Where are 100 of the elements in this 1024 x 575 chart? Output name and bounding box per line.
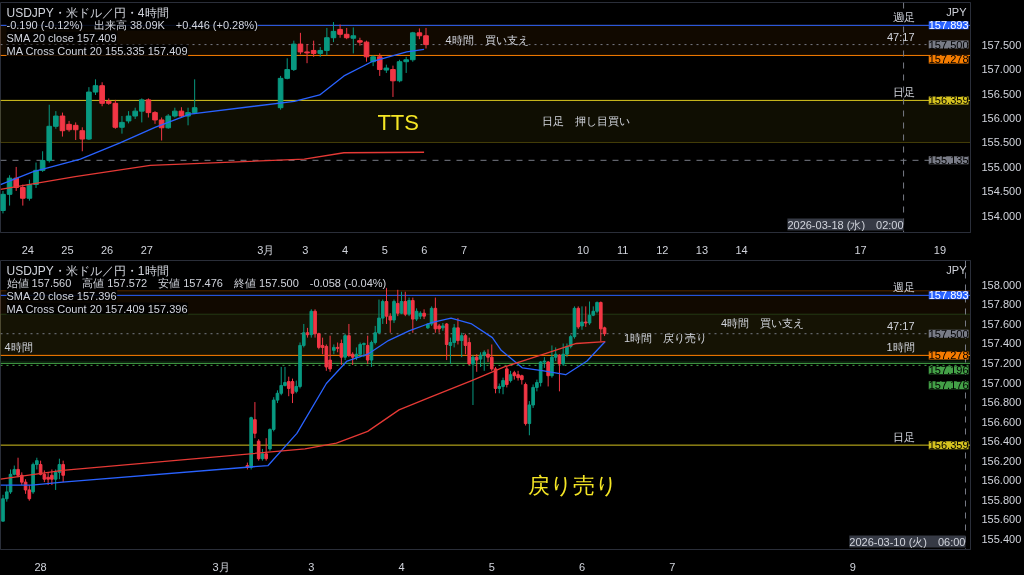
y-tick-label: 156.400 (981, 435, 1022, 448)
x-tick-label: 28 (34, 560, 47, 573)
annotation: 戻り売り (527, 473, 618, 499)
annotation: 日足 (892, 431, 915, 444)
candlestick (395, 289, 400, 317)
x-tick-label: 4 (398, 560, 405, 573)
candlestick (441, 322, 445, 332)
y-axis-title: JPY (946, 5, 968, 18)
x-tick-label: 5 (488, 560, 495, 573)
x-tick-label: 3 (308, 560, 315, 573)
y-tick-label: 155.800 (981, 493, 1022, 506)
candlestick (546, 360, 550, 387)
annotation: 1時間 (886, 341, 915, 354)
candlestick (407, 297, 411, 317)
y-tick-label: 157.200 (981, 357, 1022, 370)
text: 始値 157.560 高値 157.572 安値 157.476 終値 157.500 -0.058 (-0.04%) (6, 276, 387, 289)
x-tick-label: 3月 (257, 243, 275, 256)
x-tick-label: 7 (460, 243, 468, 256)
y-tick-label: 156.800 (981, 396, 1022, 409)
x-tick-label: 4 (341, 243, 349, 256)
ref-line-label: 2026-03-10 (火) 06:00 (849, 535, 966, 548)
annotation: SMA 20 close 157.396 (6, 289, 117, 302)
x-tick-label: 25 (61, 243, 74, 256)
x-tick-label: 3月 (212, 560, 230, 573)
ref-line-label: 157.893 (928, 19, 969, 32)
candlestick (501, 377, 505, 395)
annotation: 47:17 (886, 30, 915, 43)
x-tick-label: 17 (854, 243, 867, 256)
annotation: 週足 (892, 281, 915, 294)
candlestick (46, 471, 50, 486)
y-axis-title: JPY (946, 263, 968, 276)
candlestick (253, 401, 257, 439)
band-label: 4時間 買い支え (445, 34, 529, 47)
line-series (0, 151, 425, 191)
candlestick (411, 297, 415, 334)
candlestick (61, 460, 65, 483)
candlestick (350, 26, 357, 54)
x-tick-label: 13 (695, 243, 709, 256)
text: -0.190 (-0.12%) 出来高 38.09K +0.446 (+0.28%) (6, 18, 258, 31)
candlestick (471, 354, 475, 406)
y-tick-label: 157.800 (981, 298, 1022, 311)
y-tick-label: 154.500 (981, 185, 1022, 198)
candlestick (422, 308, 426, 320)
annotation: 47:17 (886, 319, 915, 332)
x-tick-label: 9 (849, 560, 856, 573)
candlestick (343, 333, 347, 361)
y-tick-label: 156.000 (981, 474, 1022, 487)
ref-line-label: 157.278 (928, 53, 969, 66)
band-label: 日足 押し目買い (542, 115, 631, 128)
x-tick-label: 27 (140, 243, 153, 256)
annotation: 日足 (892, 86, 915, 99)
chart-title: USDJPY・米ドル／円・1時間 (6, 263, 169, 278)
x-tick-label: 12 (656, 243, 669, 256)
candlestick (390, 65, 396, 98)
y-tick-label: 155.600 (981, 513, 1022, 526)
ref-line-label: 157.500 (928, 38, 969, 51)
candlestick (433, 297, 438, 334)
y-tick-label: 157.000 (981, 63, 1022, 76)
ref-line-label: 157.196 (928, 364, 969, 377)
x-tick-label: 24 (21, 243, 34, 256)
x-tick-label: 11 (616, 243, 629, 256)
y-tick-label: 154.000 (981, 209, 1022, 222)
candlestick (26, 179, 33, 202)
candlestick (456, 317, 460, 345)
ref-line-label: 156.359 (928, 439, 969, 452)
ref-line-label: 157.893 (928, 289, 969, 302)
y-tick-label: 156.500 (981, 87, 1022, 100)
candlestick (583, 305, 588, 328)
x-tick-label: 5 (381, 243, 388, 256)
annotation: MA Cross Count 20 157.409 157.396 (6, 302, 188, 315)
candlestick (550, 344, 554, 379)
annotation: SMA 20 close 157.409 (6, 31, 117, 44)
annotation: 週足 (892, 11, 915, 24)
ref-line-label: 155.135 (928, 154, 969, 167)
candlestick (79, 126, 86, 152)
y-tick-label: 155.500 (981, 136, 1022, 149)
x-tick-label: 6 (578, 560, 586, 573)
candlestick (516, 370, 520, 382)
x-tick-label: 26 (100, 243, 114, 256)
y-tick-label: 156.200 (981, 454, 1022, 467)
candlestick (264, 437, 268, 462)
candlestick (328, 335, 332, 373)
band-label: 4時間 買い支え (720, 317, 805, 330)
ref-line-label: 157.500 (928, 327, 969, 340)
y-tick-label: 157.500 (981, 38, 1022, 51)
ref-line-label: 2026-03-18 (水) 02:00 (787, 218, 904, 231)
ref-line-label: 156.359 (928, 94, 969, 107)
x-tick-label: 19 (933, 243, 947, 256)
x-tick-label: 3 (302, 243, 309, 256)
annotation: MA Cross Count 20 155.335 157.409 (6, 44, 188, 57)
y-tick-label: 158.000 (981, 278, 1022, 291)
candlestick (119, 115, 125, 135)
x-tick-label: 6 (421, 243, 428, 256)
y-tick-label: 157.400 (981, 337, 1022, 350)
chart-title: USDJPY・米ドル／円・4時間 (6, 5, 169, 20)
y-tick-label: 155.000 (981, 160, 1022, 173)
candlestick (392, 299, 396, 324)
annotation: TTS (377, 109, 419, 135)
legend-label: 157.176 (928, 379, 969, 392)
candlestick (50, 468, 54, 486)
